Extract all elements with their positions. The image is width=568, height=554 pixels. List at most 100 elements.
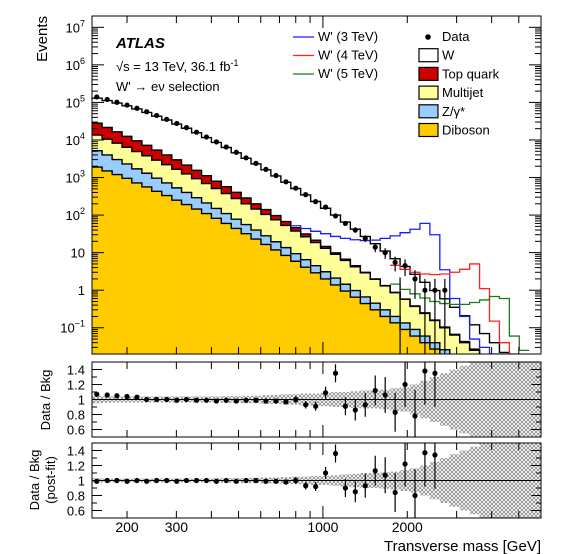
data-point [233, 149, 239, 155]
ratio-1-frame [91, 361, 542, 438]
legend-box-top [418, 66, 439, 82]
data-point [144, 109, 150, 115]
ratio-point [144, 478, 150, 484]
ratio-point [273, 398, 279, 404]
ratio-point [422, 450, 428, 456]
stack-bin-diboson [191, 209, 202, 354]
main-y-tick-label: 10 [71, 246, 85, 261]
stack-bin-diboson [409, 336, 421, 354]
stack-bin-diboson [310, 272, 321, 354]
main-y-tick-label: 103 [66, 169, 85, 186]
main-panel-frame [91, 15, 542, 355]
data-point [243, 155, 249, 161]
ratio-point [223, 477, 229, 484]
x-tick-label: 200 [115, 519, 139, 535]
legend-label-wp5: W' (5 TeV) [318, 66, 378, 81]
ratio-point [114, 393, 120, 399]
main-y-tick-label: 102 [66, 206, 85, 223]
stack-bin-diboson [231, 228, 242, 354]
ratio-point [223, 397, 229, 403]
stack-bin-diboson [181, 204, 192, 354]
stack-bin-multijet [459, 342, 470, 354]
ratio-point [233, 478, 239, 484]
ratio-point [382, 392, 388, 398]
ratio-point [104, 477, 110, 484]
ratio-y-tick-label: 1 [78, 393, 85, 408]
ratio-point [283, 479, 289, 485]
ratio-point [362, 402, 368, 408]
data-point [223, 144, 229, 150]
x-tick-label: 1000 [307, 519, 338, 535]
ratio-panel-2: 1.41.210.80.6 Data / Bkg (post-fit) [27, 442, 542, 519]
ratio-y-tick-label: 1.2 [67, 378, 85, 393]
data-point [342, 220, 349, 227]
signal-line-wp5 [390, 283, 530, 352]
signal-line-wp4 [390, 263, 520, 354]
stack-bin-multijet [469, 350, 480, 354]
stack-bin-diboson [151, 191, 163, 354]
ratio-points [94, 362, 438, 437]
ratio-point [313, 403, 319, 409]
ratio-point [183, 477, 190, 484]
data-point [283, 179, 289, 185]
data-point [382, 250, 388, 256]
data-point [352, 227, 358, 233]
stack-diboson [92, 167, 441, 354]
ratio-point [104, 392, 110, 398]
stack-bin-diboson [380, 316, 391, 354]
ratio-point [134, 477, 140, 484]
stack-bin-diboson [400, 329, 411, 354]
ratio-point [303, 402, 309, 408]
ratio-y-tick-label: 0.8 [67, 408, 85, 423]
ratio-point [432, 370, 438, 376]
ratio-point [134, 394, 140, 400]
ratio-point [352, 407, 358, 413]
stack-bin-diboson [390, 322, 401, 354]
ratio-point [153, 396, 160, 403]
ratio-point [382, 472, 388, 478]
data-point [213, 139, 220, 145]
ratio-point [332, 370, 339, 376]
ratio-point [263, 478, 269, 484]
data-point [322, 204, 329, 210]
ratio-point [342, 485, 349, 491]
ratio-y-tick-label: 1 [78, 474, 85, 489]
x-tick-label: 2000 [392, 519, 423, 535]
stack-bin-multijet [449, 335, 460, 354]
ratio-point [322, 390, 329, 396]
ratio-point [322, 470, 329, 476]
ratio-1-plot-area [92, 362, 541, 437]
ratio-y-tick-label: 1.4 [67, 363, 85, 378]
data-point [164, 116, 170, 122]
legend-label-data: Data [442, 29, 470, 44]
stack-bin-diboson [211, 218, 222, 354]
ratio-2-y-axis-label-line1: Data / Bkg [27, 450, 42, 511]
ratio-point [313, 483, 319, 490]
main-border [91, 15, 542, 355]
data-point [104, 96, 110, 103]
legend-label-wp4: W' (4 TeV) [318, 48, 378, 63]
ratio-point [164, 477, 170, 484]
stack-bin-diboson [270, 249, 282, 354]
legend-box-zgamma [418, 104, 439, 119]
legend-box-multijet [418, 85, 439, 100]
stack-bin-diboson [290, 261, 301, 354]
ratio-point [412, 492, 418, 499]
ratio-point [253, 477, 259, 484]
ratio-point [203, 477, 210, 484]
ratio-point [352, 489, 358, 495]
stack-bin-diboson [112, 174, 123, 354]
data-point [402, 263, 408, 269]
selection-label: W' → eν selection [116, 79, 220, 94]
ratio-1-y-axis-label: Data / Bkg [38, 370, 53, 431]
data-point [432, 287, 438, 293]
main-plot-area [92, 94, 530, 354]
ratio-point [372, 468, 378, 474]
legend-box-diboson [418, 122, 439, 138]
ratio-point [164, 396, 170, 403]
ratio-panel-1: 1.41.210.80.6 Data / Bkg [38, 361, 542, 438]
ratio-point [233, 398, 239, 404]
legend-marker-data [425, 34, 431, 40]
